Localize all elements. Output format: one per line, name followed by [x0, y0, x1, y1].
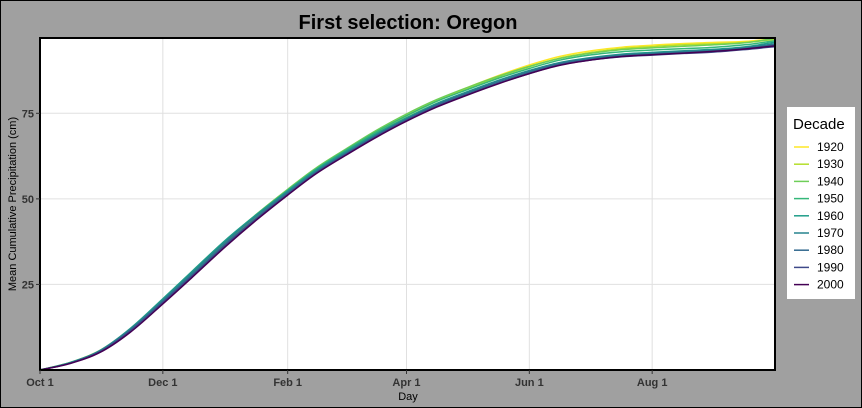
plot-panel-border	[39, 37, 776, 371]
legend-label: 2000	[817, 278, 844, 292]
legend-label: 1980	[817, 243, 844, 257]
y-tick-label: 75	[22, 108, 34, 120]
legend-label: 1950	[817, 192, 844, 206]
y-axis-ticks: 25 50 75	[22, 108, 40, 291]
plot-panel	[40, 38, 775, 370]
series-lines	[39, 37, 776, 371]
x-tick-label: Feb 1	[273, 377, 302, 389]
x-axis-title: Day	[398, 391, 418, 403]
x-tick-label: Aug 1	[637, 377, 668, 389]
x-tick-label: Jun 1	[515, 377, 544, 389]
x-axis-ticks: Oct 1 Dec 1 Feb 1 Apr 1 Jun 1 Aug 1	[26, 370, 667, 389]
legend-items: 1920 1930 1940 1950 1960 1970 1980 1990 2000	[794, 140, 844, 292]
legend-label: 1920	[817, 140, 844, 154]
legend-label: 1930	[817, 157, 844, 171]
legend-label: 1960	[817, 209, 844, 223]
x-tick-label: Apr 1	[392, 377, 420, 389]
chart-title: First selection: Oregon	[299, 12, 518, 34]
y-axis-title: Mean Cumulative Precipitation (cm)	[7, 117, 19, 291]
legend-label: 1990	[817, 260, 844, 274]
y-tick-label: 50	[22, 194, 34, 206]
series-line-2000	[39, 45, 776, 371]
x-tick-label: Oct 1	[26, 377, 54, 389]
x-tick-label: Dec 1	[148, 377, 177, 389]
legend-label: 1940	[817, 174, 844, 188]
y-tick-label: 25	[22, 279, 34, 291]
legend-title: Decade	[793, 116, 845, 133]
legend-label: 1970	[817, 226, 844, 240]
legend: Decade 1920 1930 1940 1950 1960 1970 1980 1990 2…	[787, 107, 855, 299]
